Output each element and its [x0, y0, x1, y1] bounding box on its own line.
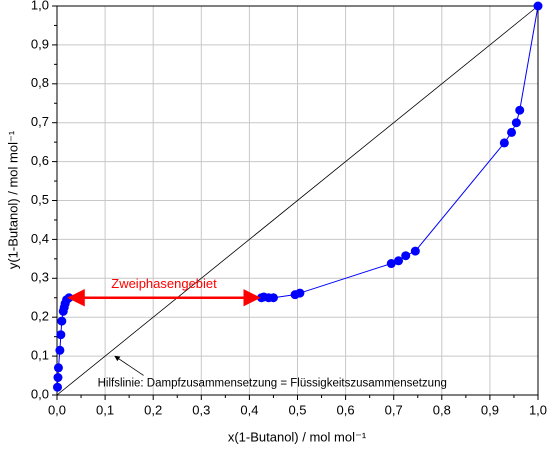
diagonal-line [56, 5, 539, 396]
data-point [53, 372, 63, 382]
x-tick-label: 0,2 [144, 402, 162, 417]
y-axis-label: y(1-Butanol) / mol mol⁻¹ [5, 130, 20, 269]
data-point [507, 127, 517, 137]
x-tick-label: 0,5 [288, 402, 306, 417]
y-tick-label: 1,0 [31, 0, 49, 12]
data-point [515, 105, 525, 115]
data-point [511, 118, 521, 128]
y-tick-label: 0,3 [31, 270, 49, 285]
annotation-text: Hilfslinie: Dampfzusammensetzung = Flüss… [98, 377, 447, 389]
annotation-text: Zweiphasengebiet [111, 276, 217, 291]
x-tick-label: 0,9 [481, 402, 499, 417]
data-point [410, 246, 420, 256]
data-point [295, 288, 305, 298]
y-tick-label: 0,2 [31, 309, 49, 324]
annotation-arrow [114, 355, 144, 376]
data-point [55, 345, 65, 355]
data-point [394, 256, 404, 266]
x-tick-label: 1,0 [529, 402, 547, 417]
data-point [57, 316, 67, 326]
data-point [268, 293, 278, 303]
x-tick-label: 0,7 [385, 402, 403, 417]
data-point [56, 330, 66, 340]
y-tick-label: 0,8 [31, 75, 49, 90]
data-point [401, 251, 411, 261]
y-tick-label: 0,4 [31, 231, 49, 246]
x-tick-label: 0,1 [96, 402, 114, 417]
x-tick-label: 0,0 [48, 402, 66, 417]
y-tick-label: 0,0 [31, 386, 49, 401]
y-tick-label: 0,9 [31, 36, 49, 51]
y-tick-label: 0,1 [31, 348, 49, 363]
y-tick-label: 0,6 [31, 153, 49, 168]
y-tick-label: 0,5 [31, 192, 49, 207]
plot-frame [56, 5, 539, 396]
x-tick-label: 0,4 [240, 402, 258, 417]
data-point [386, 259, 396, 269]
x-tick-label: 0,8 [433, 402, 451, 417]
data-point [52, 382, 62, 392]
x-tick-label: 0,3 [192, 402, 210, 417]
data-point [53, 363, 63, 373]
x-axis-label: x(1-Butanol) / mol mol⁻¹ [228, 429, 367, 444]
x-tick-label: 0,6 [337, 402, 355, 417]
y-tick-label: 0,7 [31, 114, 49, 129]
data-point [533, 1, 543, 11]
data-point [499, 138, 509, 148]
